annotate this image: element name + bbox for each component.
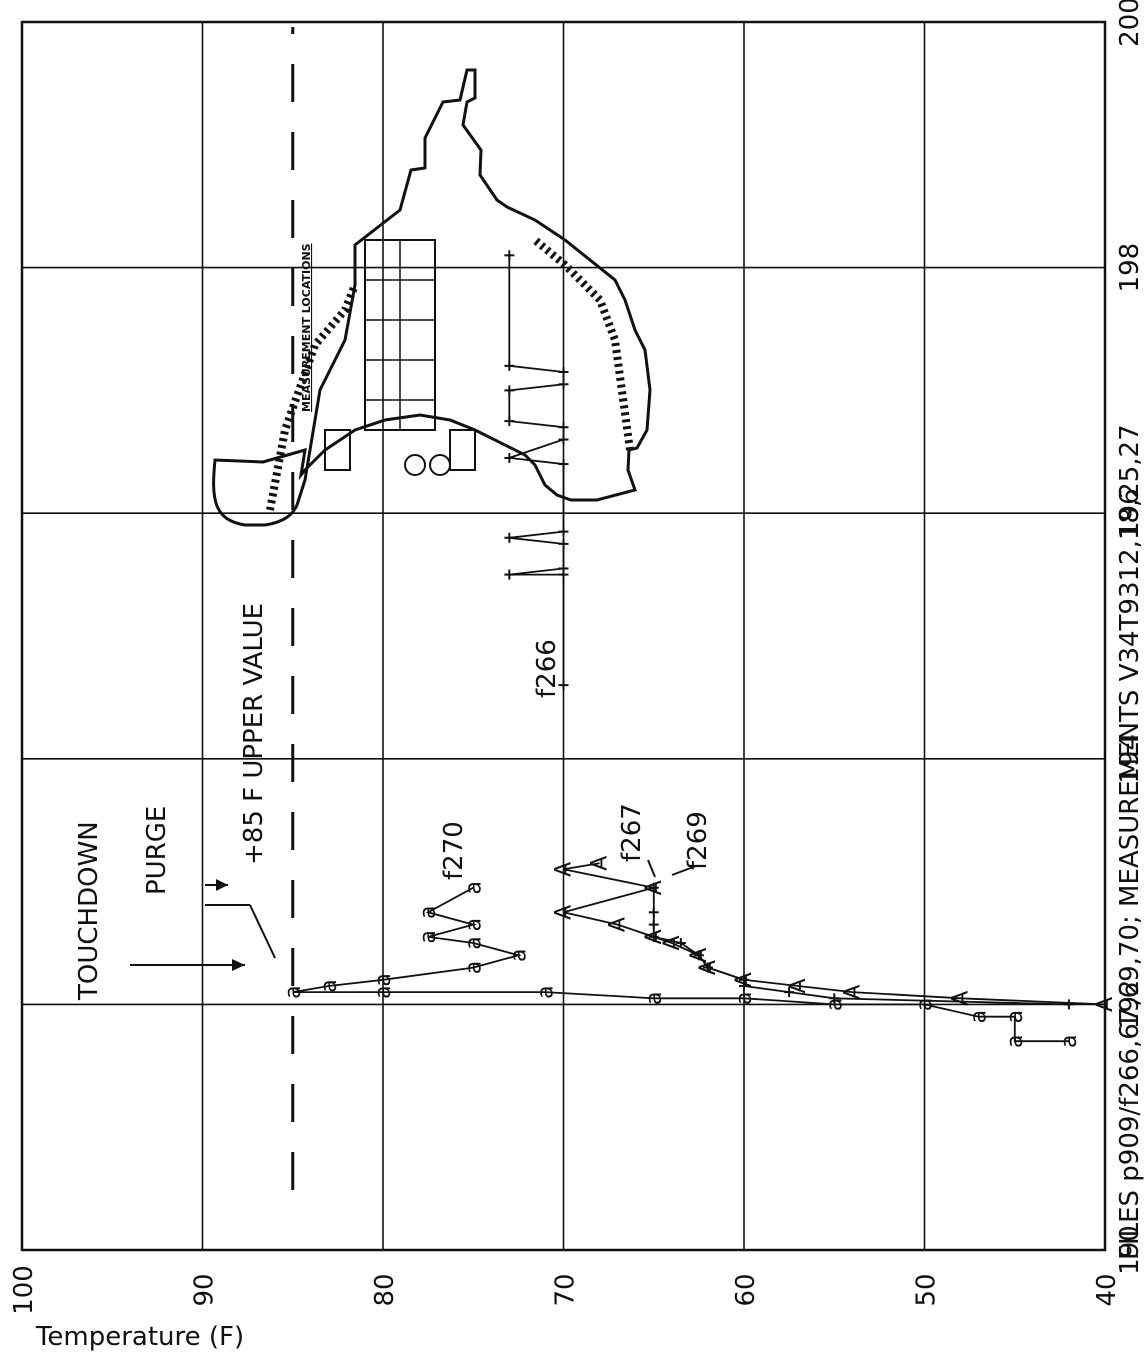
measurement-locations-caption: MEASUREMENT LOCATIONS [300, 243, 313, 412]
point-f270-19: a [461, 881, 486, 894]
point-f266-13 [558, 379, 569, 390]
point-f266-12 [504, 385, 515, 396]
point-f269-4 [739, 974, 749, 985]
point-f266-14 [558, 366, 569, 377]
series-line-f267 [563, 862, 1106, 1006]
point-f270-4: a [913, 998, 938, 1011]
point-f266-6 [558, 526, 569, 537]
point-f266-7 [558, 459, 569, 470]
point-f269-9 [648, 919, 659, 930]
point-f269-0 [1063, 999, 1074, 1010]
point-f266-8 [504, 452, 515, 463]
f266-label: f266 [532, 639, 562, 698]
svg-text:f266: f266 [532, 639, 562, 698]
y-tick-label-70: 70 [551, 1273, 581, 1306]
point-f270-9: a [371, 985, 396, 998]
point-f270-15: a [461, 936, 486, 949]
point-f266-11 [504, 416, 515, 427]
purge-arrowhead [216, 879, 228, 891]
y-tick-label-50: 50 [912, 1273, 942, 1306]
point-f267-10: A [552, 905, 577, 920]
point-f269-2 [784, 987, 795, 998]
point-f270-13: a [461, 961, 486, 974]
point-f266-0 [558, 680, 569, 691]
series-layer: AAAAAAAAAAAAAAaaaaaaaaaaaaaaaaaaaa [281, 250, 1118, 1048]
point-f269-11 [648, 882, 659, 893]
point-f267-3: A [786, 978, 811, 993]
point-f270-2: a [1003, 1010, 1028, 1023]
point-f266-3 [558, 563, 569, 574]
x-tick-label-192: 192 [1115, 980, 1145, 1030]
orbiter-diagram: MEASUREMENT LOCATIONS [212, 68, 652, 527]
point-f267-2: A [840, 985, 865, 1000]
y-tick-label-60: 60 [731, 1273, 761, 1306]
series-f267: AAAAAAAAAAAAAA [552, 856, 1119, 1012]
x-tick-label-198: 198 [1115, 243, 1145, 293]
chart-title: FILES p909/f266,67,69,70; MEASUREMENTS V… [1115, 424, 1145, 1260]
orbiter-outline [212, 68, 652, 527]
point-f270-7: a [642, 992, 667, 1005]
point-f269-6 [693, 950, 704, 961]
y-tick-label-90: 90 [190, 1273, 220, 1306]
point-f270-6: a [732, 992, 757, 1005]
point-f270-16: a [416, 930, 441, 943]
point-f270-8: a [533, 985, 558, 998]
x-tick-label-200: 200 [1115, 0, 1145, 47]
series-f269 [648, 882, 1074, 1010]
point-f270-11: a [317, 979, 342, 992]
tick-labels: 40 50 60 70 80 90 100 190 192 194 196 198 200 [9, 0, 1145, 1315]
point-f270-10: a [281, 985, 306, 998]
svg-text:f269: f269 [683, 811, 713, 870]
grid-lines [22, 22, 1105, 1250]
point-f266-5 [504, 532, 515, 543]
point-f266-15 [504, 360, 515, 371]
point-f270-0: a [1057, 1034, 1082, 1047]
y-tick-label-40: 40 [1092, 1273, 1122, 1306]
point-f266-16 [504, 250, 515, 261]
touchdown-annotation: TOUCHDOWN [74, 821, 104, 1001]
point-f270-18: a [416, 906, 441, 919]
upper-value-leader [249, 904, 276, 959]
point-f270-1: a [1003, 1034, 1028, 1047]
x-tick-label-194: 194 [1115, 734, 1145, 784]
point-f266-10 [558, 422, 569, 433]
wing-edge [266, 236, 634, 511]
y-tick-label-80: 80 [370, 1273, 400, 1306]
svg-text:f270: f270 [439, 821, 469, 880]
point-f266-4 [558, 538, 569, 549]
f270-label: f270 [439, 821, 469, 880]
point-f270-12: a [371, 973, 396, 986]
point-f270-3: a [967, 1010, 992, 1023]
series-f266 [504, 250, 569, 691]
purge-annotation: PURGE [142, 806, 172, 895]
series-line-f270 [292, 886, 1069, 1043]
f269-label: f269 [671, 811, 713, 876]
point-f269-7 [675, 938, 686, 948]
touchdown-arrowhead [232, 959, 245, 971]
point-f270-5: a [822, 998, 847, 1011]
point-f269-5 [702, 962, 713, 973]
point-f270-14: a [506, 949, 531, 962]
point-f267-12: A [552, 862, 577, 877]
point-f267-9: A [606, 917, 631, 932]
point-f269-1 [829, 993, 840, 1004]
upper-value-annotation: +85 F UPPER VALUE [239, 603, 269, 865]
y-axis-label: Temperature (F) [35, 1322, 244, 1352]
y-tick-label-100: 100 [9, 1265, 39, 1315]
point-f269-8 [648, 931, 659, 942]
point-f269-10 [648, 907, 659, 918]
point-f266-9 [558, 434, 569, 445]
x-tick-label-190: 190 [1115, 1225, 1145, 1275]
f267-label: f267 [617, 803, 656, 878]
point-f267-1: A [949, 991, 974, 1006]
point-f266-2 [504, 569, 515, 580]
svg-text:f267: f267 [617, 803, 647, 862]
point-f267-13: A [588, 856, 613, 871]
point-f270-17: a [461, 918, 486, 931]
point-f267-0: A [1093, 997, 1118, 1012]
x-tick-label-196: 196 [1115, 488, 1145, 538]
